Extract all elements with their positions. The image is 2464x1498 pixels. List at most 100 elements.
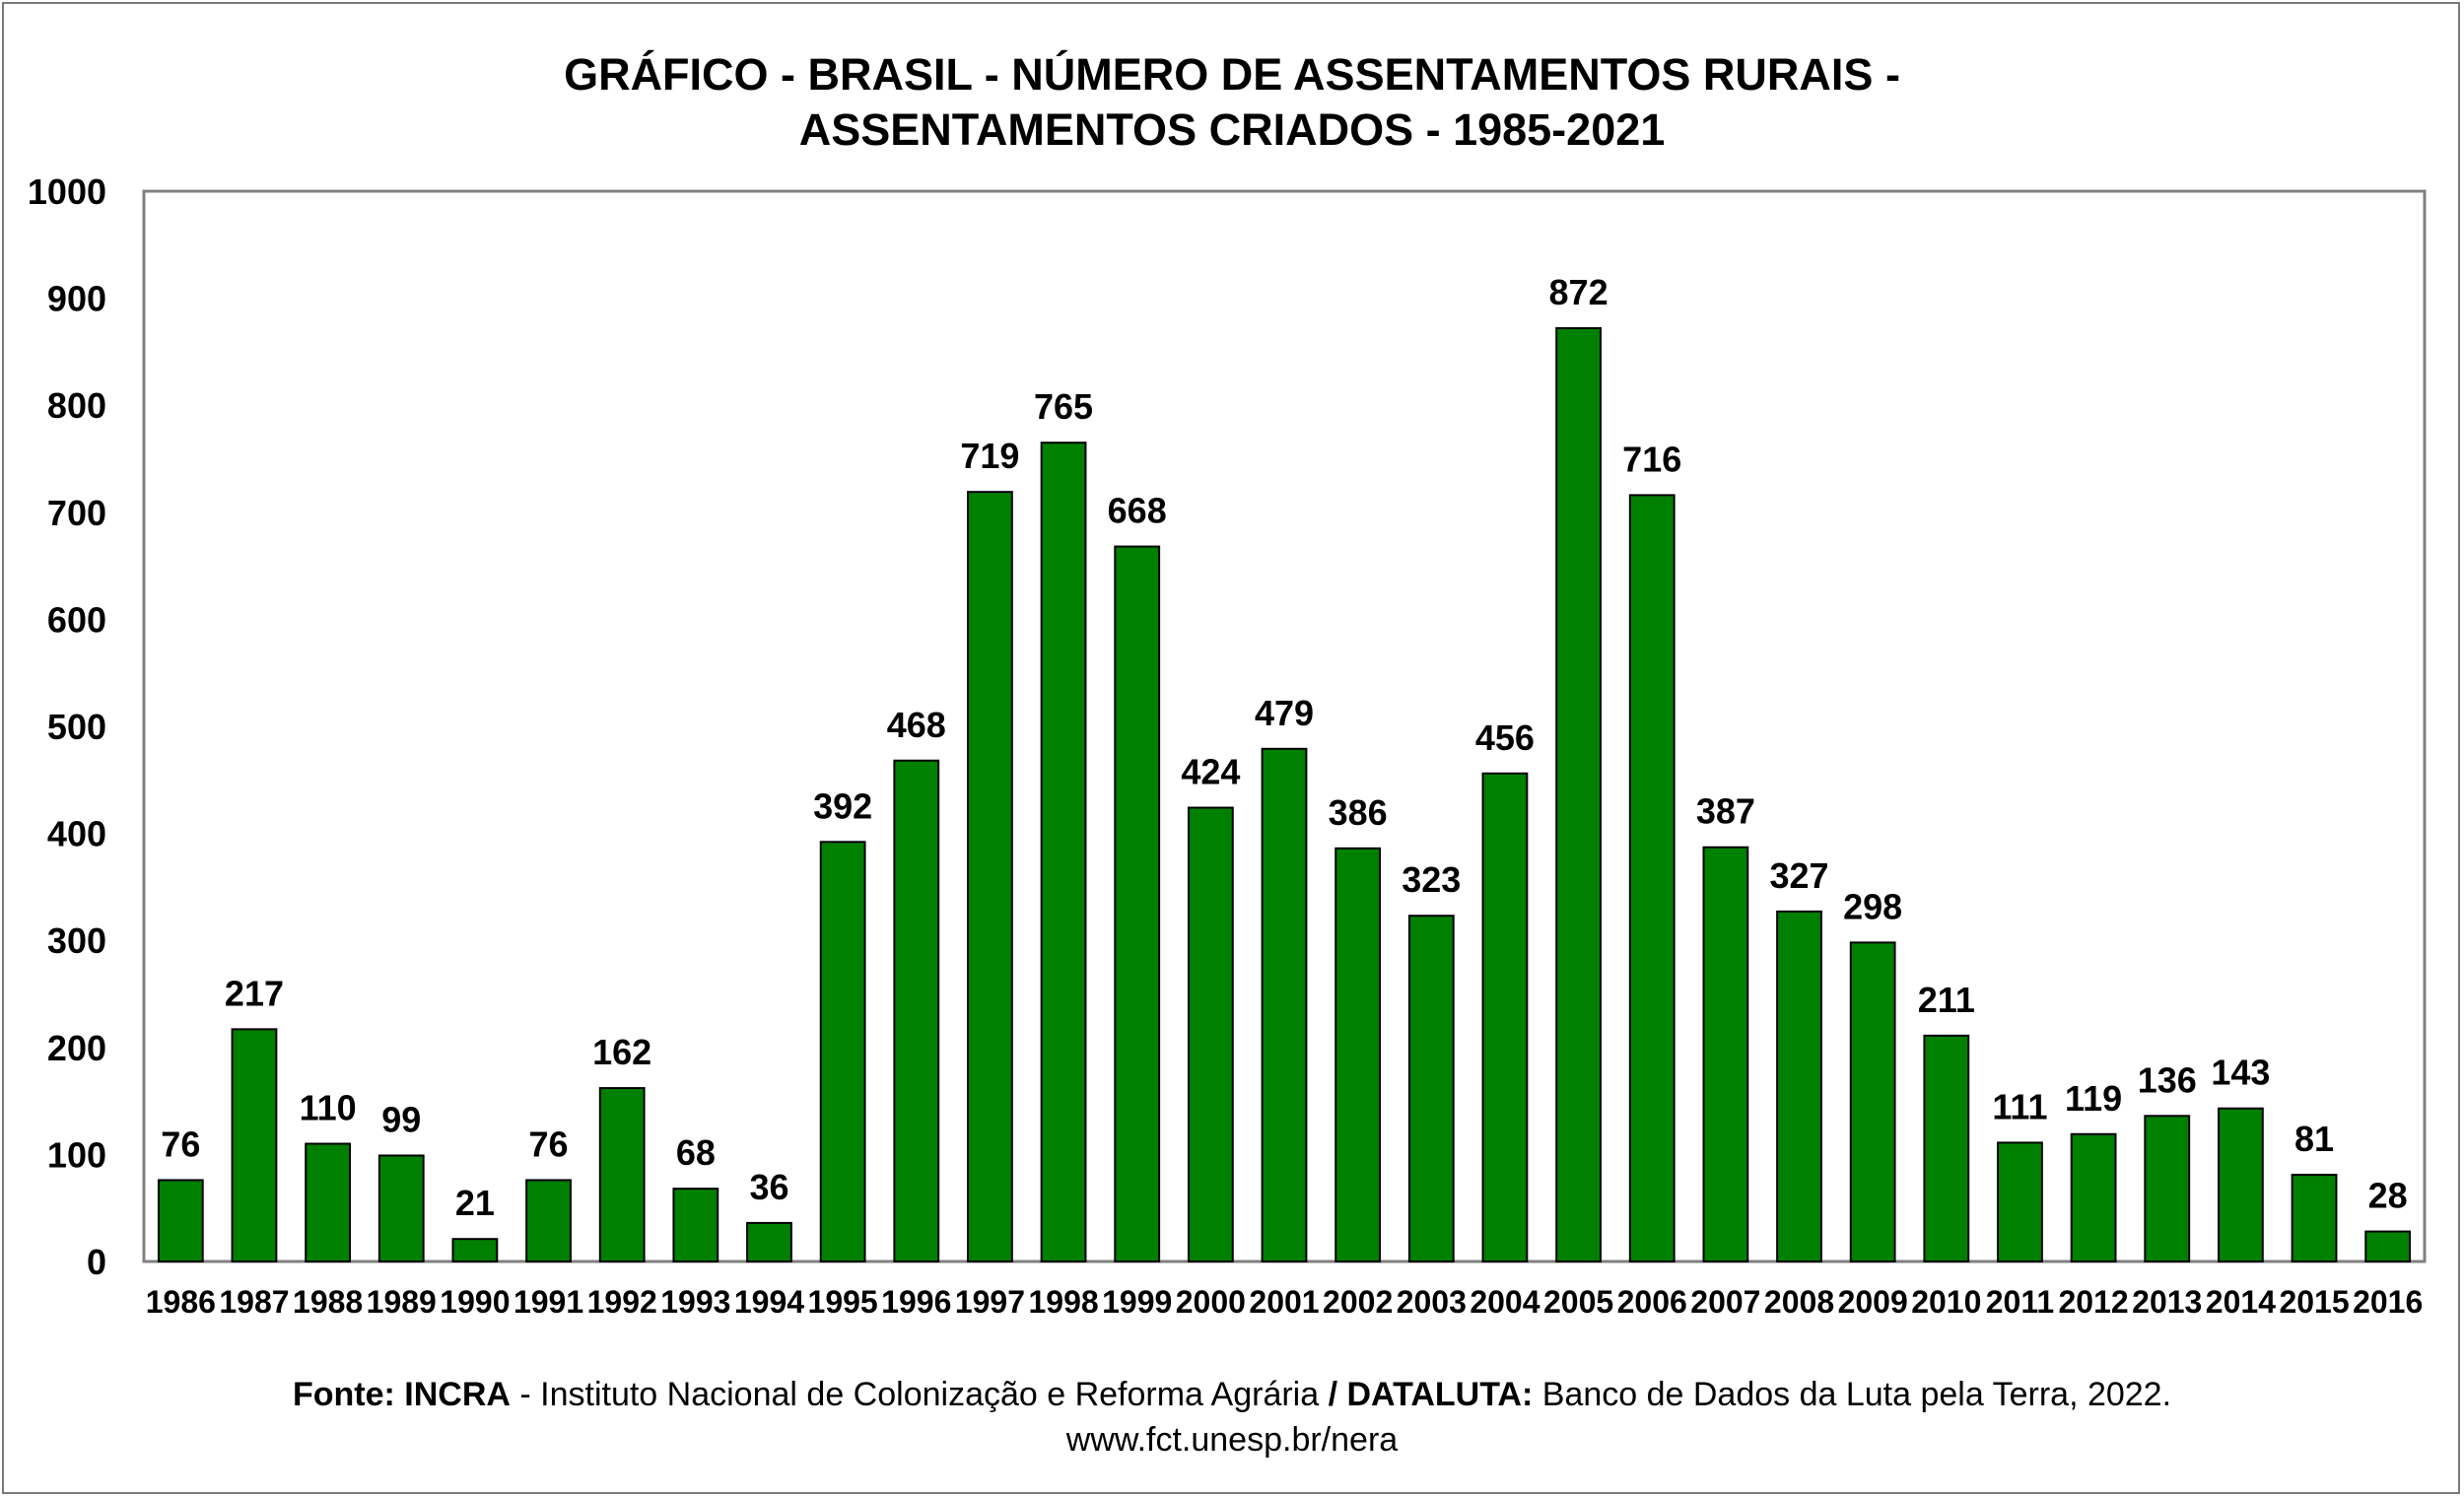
bar-2014 bbox=[2217, 1107, 2264, 1263]
x-tick-label: 1996 bbox=[881, 1284, 951, 1320]
x-tick-label: 2016 bbox=[2353, 1284, 2423, 1320]
x-tick-label: 1987 bbox=[219, 1284, 289, 1320]
bar-1997 bbox=[967, 491, 1013, 1262]
bar-2015 bbox=[2291, 1174, 2338, 1263]
data-label-2012: 119 bbox=[2065, 1078, 2122, 1119]
chart-title-line-2: ASSENTAMENTOS CRIADOS - 1985-2021 bbox=[798, 104, 1666, 155]
source-fonte-label: Fonte: bbox=[292, 1376, 395, 1413]
bars bbox=[157, 327, 2412, 1263]
x-tick-label: 2001 bbox=[1249, 1284, 1319, 1320]
x-tick-label: 2000 bbox=[1176, 1284, 1246, 1320]
x-tick-label: 2009 bbox=[1838, 1284, 1908, 1320]
data-label-2005: 872 bbox=[1549, 272, 1608, 312]
bar-2013 bbox=[2144, 1115, 2191, 1262]
data-label-1989: 99 bbox=[381, 1099, 421, 1139]
x-tick-label: 2005 bbox=[1543, 1284, 1613, 1320]
bar-1990 bbox=[451, 1238, 499, 1262]
y-tick-label: 900 bbox=[47, 279, 106, 319]
y-tick-label: 400 bbox=[47, 814, 106, 854]
bar-2000 bbox=[1187, 806, 1234, 1262]
x-tick-label: 1998 bbox=[1028, 1284, 1098, 1320]
source-url: www.fct.unesp.br/nera bbox=[1065, 1421, 1399, 1459]
x-tick-label: 1992 bbox=[587, 1284, 657, 1320]
data-label-2010: 211 bbox=[1918, 980, 1975, 1020]
bar-1999 bbox=[1114, 545, 1161, 1262]
x-tick-label: 2013 bbox=[2132, 1284, 2202, 1320]
source-note: Fonte: INCRA - Instituto Nacional de Col… bbox=[0, 1376, 2464, 1414]
data-label-2008: 327 bbox=[1769, 855, 1828, 896]
bar-2007 bbox=[1702, 846, 1749, 1263]
data-label-2001: 479 bbox=[1255, 693, 1314, 733]
x-tick-label: 2010 bbox=[1911, 1284, 1981, 1320]
data-label-1993: 68 bbox=[676, 1132, 716, 1173]
data-label-1999: 668 bbox=[1108, 491, 1167, 531]
x-tick-label: 2006 bbox=[1617, 1284, 1687, 1320]
data-label-2004: 456 bbox=[1475, 717, 1535, 758]
x-tick-label: 2004 bbox=[1470, 1284, 1540, 1320]
x-tick-label: 1999 bbox=[1102, 1284, 1172, 1320]
y-tick-label: 300 bbox=[47, 920, 106, 961]
data-label-1988: 110 bbox=[300, 1088, 357, 1128]
chart-title-line-1: GRÁFICO - BRASIL - NÚMERO DE ASSENTAMENT… bbox=[564, 49, 1900, 100]
x-tick-label: 1988 bbox=[293, 1284, 363, 1320]
data-label-1996: 468 bbox=[887, 705, 946, 745]
data-label-2009: 298 bbox=[1843, 886, 1902, 926]
y-tick-label: 700 bbox=[47, 493, 106, 533]
data-label-2016: 28 bbox=[2368, 1176, 2408, 1216]
bar-2010 bbox=[1923, 1034, 1970, 1262]
data-label-1992: 162 bbox=[592, 1032, 651, 1072]
bar-chart: 0 100 200 300 400 500 600 700 800 900 1000 76 217 11… bbox=[28, 171, 2427, 1320]
bar-2001 bbox=[1261, 747, 1308, 1262]
source-dataluta-description: Banco de Dados da Luta pela Terra, 2022. bbox=[1533, 1376, 2172, 1413]
x-axis: 1986 1987 1988 1989 1990 1991 1992 1993 1994 1995… bbox=[146, 1284, 2424, 1320]
source-incra: INCRA bbox=[404, 1376, 511, 1413]
bar-2012 bbox=[2070, 1132, 2117, 1262]
x-tick-label: 1994 bbox=[734, 1284, 804, 1320]
data-label-2014: 143 bbox=[2211, 1053, 2270, 1093]
data-label-1991: 76 bbox=[529, 1124, 569, 1164]
data-label-2015: 81 bbox=[2294, 1119, 2334, 1159]
bar-2016 bbox=[2364, 1230, 2412, 1263]
data-label-2007: 387 bbox=[1696, 791, 1755, 832]
x-tick-label: 1986 bbox=[146, 1284, 216, 1320]
bar-2011 bbox=[1997, 1141, 2043, 1262]
y-tick-label: 500 bbox=[47, 707, 106, 747]
bar-1989 bbox=[377, 1154, 425, 1262]
y-tick-label: 600 bbox=[47, 599, 106, 640]
x-tick-label: 2008 bbox=[1764, 1284, 1834, 1320]
data-label-2006: 716 bbox=[1622, 439, 1681, 479]
x-tick-label: 2012 bbox=[2059, 1284, 2129, 1320]
x-tick-label: 1995 bbox=[808, 1284, 878, 1320]
data-label-1986: 76 bbox=[161, 1124, 200, 1164]
x-tick-label: 1989 bbox=[367, 1284, 437, 1320]
data-label-2000: 424 bbox=[1181, 752, 1240, 792]
bar-1992 bbox=[598, 1087, 646, 1262]
bar-1993 bbox=[672, 1188, 719, 1262]
bar-2008 bbox=[1776, 910, 1822, 1262]
y-tick-label: 800 bbox=[47, 385, 106, 426]
x-tick-label: 2002 bbox=[1323, 1284, 1393, 1320]
data-label-2002: 386 bbox=[1329, 792, 1388, 833]
x-tick-label: 2007 bbox=[1690, 1284, 1760, 1320]
source-incra-description: - Instituto Nacional de Colonização e Re… bbox=[510, 1376, 1329, 1413]
bar-2002 bbox=[1335, 847, 1382, 1263]
bar-1991 bbox=[525, 1179, 572, 1262]
x-tick-label: 2014 bbox=[2206, 1284, 2276, 1320]
bar-1995 bbox=[819, 841, 866, 1263]
x-tick-label: 1990 bbox=[440, 1284, 510, 1320]
bar-2003 bbox=[1407, 915, 1455, 1262]
data-label-1995: 392 bbox=[813, 785, 872, 826]
bar-1986 bbox=[157, 1179, 204, 1262]
data-label-2003: 323 bbox=[1402, 859, 1461, 900]
data-label-1990: 21 bbox=[455, 1183, 495, 1223]
data-label-1997: 719 bbox=[960, 436, 1019, 476]
bar-1996 bbox=[893, 759, 940, 1262]
y-tick-label: 1000 bbox=[28, 171, 106, 212]
bar-1998 bbox=[1040, 442, 1087, 1262]
y-tick-label: 100 bbox=[47, 1134, 106, 1175]
data-label-1987: 217 bbox=[225, 973, 284, 1013]
data-labels: 76 217 110 99 21 76 162 68 36 392 468 719 765 668 424 4… bbox=[161, 272, 2407, 1223]
data-label-2011: 111 bbox=[1992, 1086, 2047, 1126]
x-tick-label: 1991 bbox=[513, 1284, 583, 1320]
x-tick-label: 1997 bbox=[955, 1284, 1025, 1320]
